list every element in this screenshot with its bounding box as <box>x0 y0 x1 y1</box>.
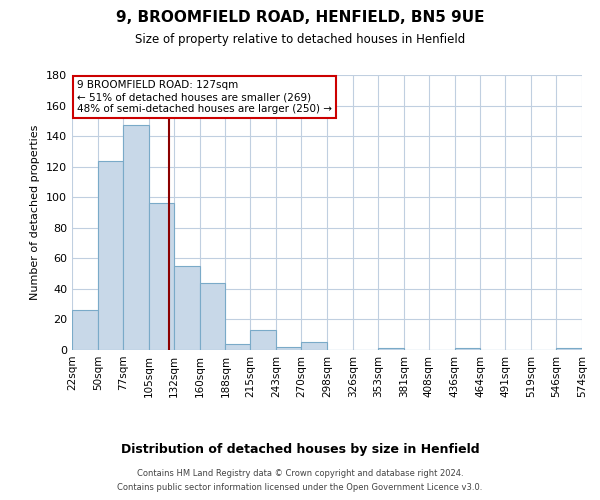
Bar <box>72 310 98 350</box>
Bar <box>301 342 327 350</box>
Bar <box>98 160 123 350</box>
Y-axis label: Number of detached properties: Number of detached properties <box>31 125 40 300</box>
Bar <box>556 348 582 350</box>
Bar <box>378 348 404 350</box>
Text: Size of property relative to detached houses in Henfield: Size of property relative to detached ho… <box>135 32 465 46</box>
Bar <box>226 344 250 350</box>
Text: Distribution of detached houses by size in Henfield: Distribution of detached houses by size … <box>121 442 479 456</box>
Text: Contains HM Land Registry data © Crown copyright and database right 2024.: Contains HM Land Registry data © Crown c… <box>137 468 463 477</box>
Bar <box>149 204 173 350</box>
Bar <box>276 347 301 350</box>
Text: 9 BROOMFIELD ROAD: 127sqm
← 51% of detached houses are smaller (269)
48% of semi: 9 BROOMFIELD ROAD: 127sqm ← 51% of detac… <box>77 80 332 114</box>
Bar <box>199 283 226 350</box>
Text: 9, BROOMFIELD ROAD, HENFIELD, BN5 9UE: 9, BROOMFIELD ROAD, HENFIELD, BN5 9UE <box>116 10 484 25</box>
Text: Contains public sector information licensed under the Open Government Licence v3: Contains public sector information licen… <box>118 484 482 492</box>
Bar <box>173 266 199 350</box>
Bar <box>250 330 276 350</box>
Bar <box>123 126 149 350</box>
Bar <box>455 348 481 350</box>
